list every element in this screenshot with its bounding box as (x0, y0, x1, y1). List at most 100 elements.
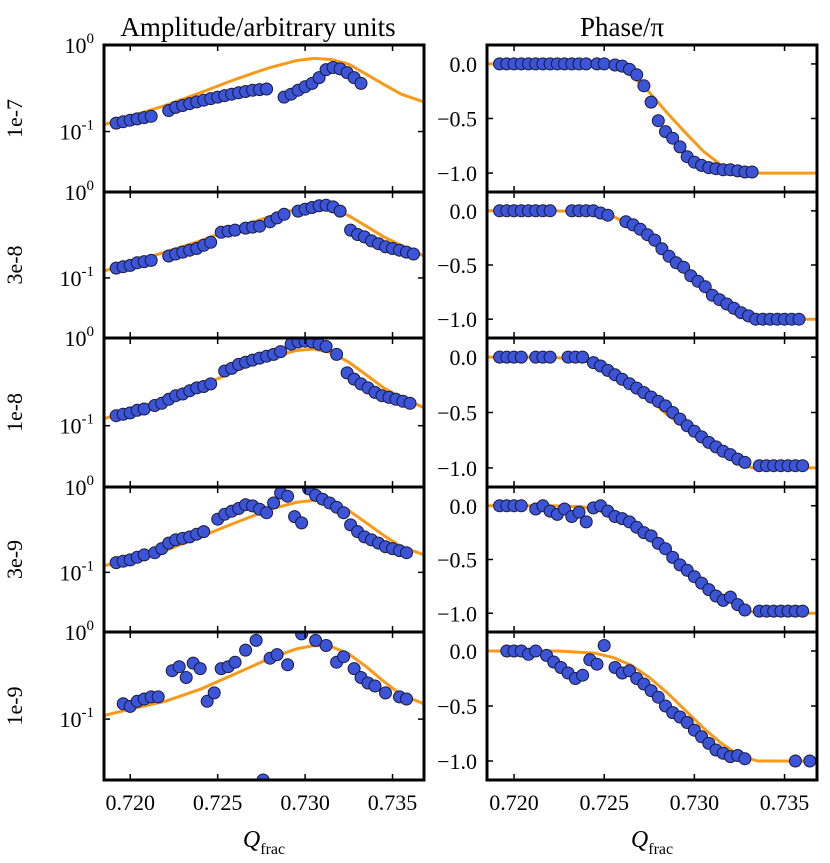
x-axis-label-main: Q (631, 827, 648, 853)
panel-frame (485, 630, 819, 782)
data-point (400, 692, 413, 706)
data-point (277, 207, 291, 221)
data-point (576, 668, 590, 682)
fit-curve (487, 355, 817, 470)
y-tick-exponent: -1 (82, 705, 95, 721)
y-tick-label: 100 (65, 324, 95, 351)
data-point (648, 233, 662, 247)
x-axis-label: Qfrac (243, 827, 285, 858)
row-label: 1e-7 (2, 99, 27, 138)
data-point (319, 340, 333, 353)
y-tick-base: 10 (65, 620, 87, 645)
y-tick-base: 10 (65, 180, 87, 205)
x-tick-label: 0.735 (368, 790, 418, 815)
data-point (659, 542, 672, 556)
data-point (543, 204, 557, 218)
y-tick-label: 100 (65, 618, 95, 645)
y-tick-label: −1.0 (437, 456, 477, 481)
data-point (597, 57, 611, 71)
data-point (651, 114, 665, 128)
data-point (144, 253, 158, 267)
data-point (197, 525, 211, 539)
y-tick-label: −0.5 (437, 401, 477, 426)
y-tick-label: 0.0 (450, 494, 478, 519)
y-tick-base: 10 (65, 326, 87, 351)
data-point (354, 76, 368, 90)
x-tick-label: 0.725 (579, 790, 629, 815)
data-point (666, 131, 680, 145)
data-point (267, 496, 281, 510)
data-point (228, 223, 242, 237)
data-point (249, 633, 263, 647)
data-point (172, 660, 186, 674)
row-label: 1e-8 (2, 393, 27, 432)
y-tick-exponent: -1 (82, 412, 95, 428)
data-point (204, 377, 218, 391)
data-point (319, 639, 333, 652)
data-point (543, 350, 557, 364)
y-tick-exponent: -1 (82, 118, 95, 134)
y-tick-label: −0.5 (437, 694, 477, 719)
x-axis-label-subscript: frac (648, 841, 673, 858)
y-tick-label: −1.0 (437, 601, 477, 626)
data-point (281, 489, 295, 503)
data-point (529, 644, 543, 658)
data-point (403, 396, 417, 410)
data-point (151, 690, 165, 704)
y-tick-base: 10 (65, 475, 87, 500)
data-point (228, 655, 242, 669)
data-point (572, 505, 586, 519)
data-point (630, 68, 644, 82)
data-point (792, 312, 806, 326)
data-point (281, 658, 295, 672)
data-point (337, 506, 351, 520)
data-point (651, 690, 665, 704)
data-point (137, 548, 151, 562)
y-tick-label: 100 (65, 31, 95, 58)
row-label: 3e-8 (2, 245, 27, 284)
x-tick-label: 0.720 (489, 790, 539, 815)
data-point (673, 140, 687, 154)
data-point (590, 657, 604, 671)
data-point (803, 754, 817, 768)
fit-curve (487, 649, 817, 763)
y-tick-label: 10-1 (60, 705, 95, 732)
data-point (677, 260, 691, 274)
y-tick-label: −0.5 (437, 253, 477, 278)
data-point (745, 165, 759, 179)
data-point (579, 515, 593, 529)
data-point (738, 752, 752, 766)
y-tick-base: 10 (65, 33, 87, 58)
data-point (144, 109, 158, 123)
y-tick-label: 0.0 (450, 345, 478, 370)
data-point (514, 499, 528, 513)
data-point (576, 350, 590, 364)
data-point (788, 754, 802, 768)
data-point (601, 208, 615, 222)
y-tick-base: 10 (60, 707, 82, 732)
x-axis-label: Qfrac (631, 827, 673, 858)
data-point (260, 82, 274, 96)
data-point (379, 686, 392, 700)
data-point (579, 57, 593, 71)
data-point (637, 79, 651, 93)
y-tick-label: 100 (65, 178, 95, 205)
y-tick-exponent: -1 (82, 264, 95, 280)
data-point (193, 662, 207, 676)
y-tick-label: 0.0 (450, 639, 478, 664)
data-point (274, 345, 288, 359)
data-point (514, 350, 528, 364)
data-point (204, 235, 218, 249)
y-tick-label: −1.0 (437, 161, 477, 186)
data-point (179, 671, 193, 684)
y-tick-label: 0.0 (450, 52, 478, 77)
data-point (270, 648, 284, 662)
data-point (260, 506, 274, 520)
data-point (333, 204, 347, 218)
y-tick-label: 10-1 (60, 558, 95, 585)
y-tick-label: 10-1 (60, 412, 95, 439)
data-point (738, 455, 752, 469)
data-point (368, 679, 382, 693)
y-tick-base: 10 (60, 266, 82, 291)
x-tick-label: 0.730 (280, 790, 330, 815)
